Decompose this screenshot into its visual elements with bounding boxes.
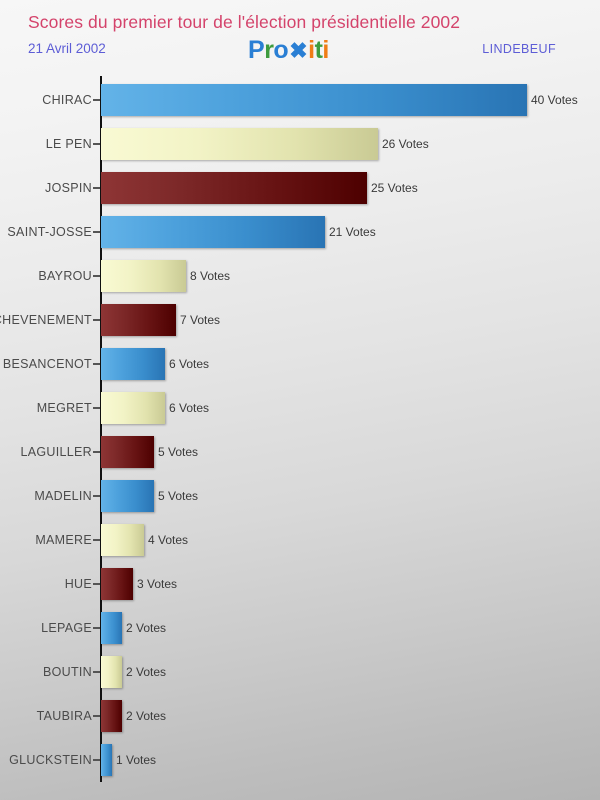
category-label: MAMERE (35, 533, 92, 547)
category-label: LE PEN (45, 137, 92, 151)
bar[interactable] (101, 524, 144, 556)
bar[interactable] (101, 700, 122, 732)
bar[interactable] (101, 436, 154, 468)
axis-tick (93, 451, 100, 453)
bar-row: SAINT-JOSSE 21 Votes (0, 210, 600, 254)
chart-header: Scores du premier tour de l'élection pré… (0, 0, 600, 72)
bar-value-label: 1 Votes (116, 753, 157, 767)
bar-value-label: 5 Votes (158, 445, 199, 459)
bar-value-label: 7 Votes (180, 313, 221, 327)
bar-value-label: 3 Votes (137, 577, 178, 591)
category-label: BAYROU (38, 269, 92, 283)
axis-tick (93, 759, 100, 761)
bar-row: BESANCENOT 6 Votes (0, 342, 600, 386)
logo-letter-1: r (264, 36, 274, 64)
category-label: BOUTIN (42, 665, 92, 679)
bar-value-label: 6 Votes (169, 357, 210, 371)
bar[interactable] (101, 304, 176, 336)
bar-row: TAUBIRA 2 Votes (0, 694, 600, 738)
axis-tick (93, 407, 100, 409)
proxiti-logo: Pro✖iti (248, 36, 329, 65)
logo-letter-6: i (322, 36, 329, 64)
bar-row: LE PEN 26 Votes (0, 122, 600, 166)
category-label: GLUCKSTEIN (9, 753, 92, 767)
bar-value-label: 8 Votes (190, 269, 231, 283)
bar[interactable] (101, 216, 325, 248)
bar[interactable] (101, 260, 186, 292)
category-label: LAGUILLER (20, 445, 92, 459)
location-label: LINDEBEUF (482, 42, 556, 56)
axis-tick (93, 671, 100, 673)
page-title: Scores du premier tour de l'élection pré… (28, 12, 461, 32)
axis-tick (93, 319, 100, 321)
category-label: SAINT-JOSSE (7, 225, 92, 239)
bar-row: LEPAGE 2 Votes (0, 606, 600, 650)
category-label: JOSPIN (45, 181, 92, 195)
bar[interactable] (101, 612, 122, 644)
bar-row: MADELIN 5 Votes (0, 474, 600, 518)
axis-tick (93, 627, 100, 629)
axis-tick (93, 275, 100, 277)
bar-row: HUE 3 Votes (0, 562, 600, 606)
bar-value-label: 40 Votes (531, 93, 578, 107)
bar-row: MEGRET 6 Votes (0, 386, 600, 430)
category-label: BESANCENOT (2, 357, 92, 371)
category-label: LEPAGE (41, 621, 92, 635)
bar[interactable] (101, 392, 165, 424)
category-label: CHEVENEMENT (0, 313, 92, 327)
bar-row: CHIRAC 40 Votes (0, 78, 600, 122)
axis-tick (93, 143, 100, 145)
plot-area: CHIRAC 40 Votes LE PEN 26 Votes JOSPIN 25 Vot… (0, 72, 600, 800)
logo-letter-4: i (308, 36, 315, 64)
axis-tick (93, 539, 100, 541)
axis-tick (93, 187, 100, 189)
y-axis-line (100, 76, 102, 782)
bar-row: GLUCKSTEIN 1 Votes (0, 738, 600, 782)
bar[interactable] (101, 656, 122, 688)
bar[interactable] (101, 568, 133, 600)
bar[interactable] (101, 480, 154, 512)
bar[interactable] (101, 84, 527, 116)
axis-tick (93, 363, 100, 365)
chart-date-label: 21 Avril 2002 (28, 41, 106, 56)
bar-value-label: 21 Votes (329, 225, 376, 239)
axis-tick (93, 231, 100, 233)
bar[interactable] (101, 744, 112, 776)
logo-letter-0: P (248, 36, 265, 64)
bar[interactable] (101, 128, 378, 160)
bar-value-label: 2 Votes (126, 665, 167, 679)
bar-value-label: 2 Votes (126, 709, 167, 723)
category-label: MADELIN (34, 489, 92, 503)
bar-value-label: 26 Votes (382, 137, 429, 151)
logo-letter-2: o (273, 36, 289, 64)
bar-value-label: 6 Votes (169, 401, 210, 415)
bar-row: LAGUILLER 5 Votes (0, 430, 600, 474)
logo-letter-5: t (314, 36, 323, 64)
bar-value-label: 4 Votes (148, 533, 189, 547)
bar[interactable] (101, 172, 367, 204)
bar-row: BAYROU 8 Votes (0, 254, 600, 298)
bar-row: JOSPIN 25 Votes (0, 166, 600, 210)
axis-tick (93, 583, 100, 585)
bar-row: CHEVENEMENT 7 Votes (0, 298, 600, 342)
axis-tick (93, 495, 100, 497)
bar-value-label: 5 Votes (158, 489, 199, 503)
bar-value-label: 25 Votes (371, 181, 418, 195)
category-label: CHIRAC (42, 93, 92, 107)
bar-row: BOUTIN 2 Votes (0, 650, 600, 694)
category-label: TAUBIRA (36, 709, 92, 723)
bar-value-label: 2 Votes (126, 621, 167, 635)
logo-letter-3: ✖ (289, 38, 308, 63)
bar[interactable] (101, 348, 165, 380)
bar-row: MAMERE 4 Votes (0, 518, 600, 562)
axis-tick (93, 99, 100, 101)
axis-tick (93, 715, 100, 717)
category-label: HUE (64, 577, 92, 591)
category-label: MEGRET (36, 401, 92, 415)
